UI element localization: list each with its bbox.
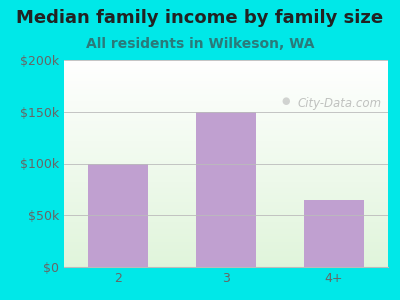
Text: City-Data.com: City-Data.com [297,97,382,110]
Bar [304,200,364,267]
Bar [196,112,256,267]
Text: Median family income by family size: Median family income by family size [16,9,384,27]
Bar [88,164,148,267]
Text: ●: ● [281,96,290,106]
Text: All residents in Wilkeson, WA: All residents in Wilkeson, WA [86,38,314,52]
